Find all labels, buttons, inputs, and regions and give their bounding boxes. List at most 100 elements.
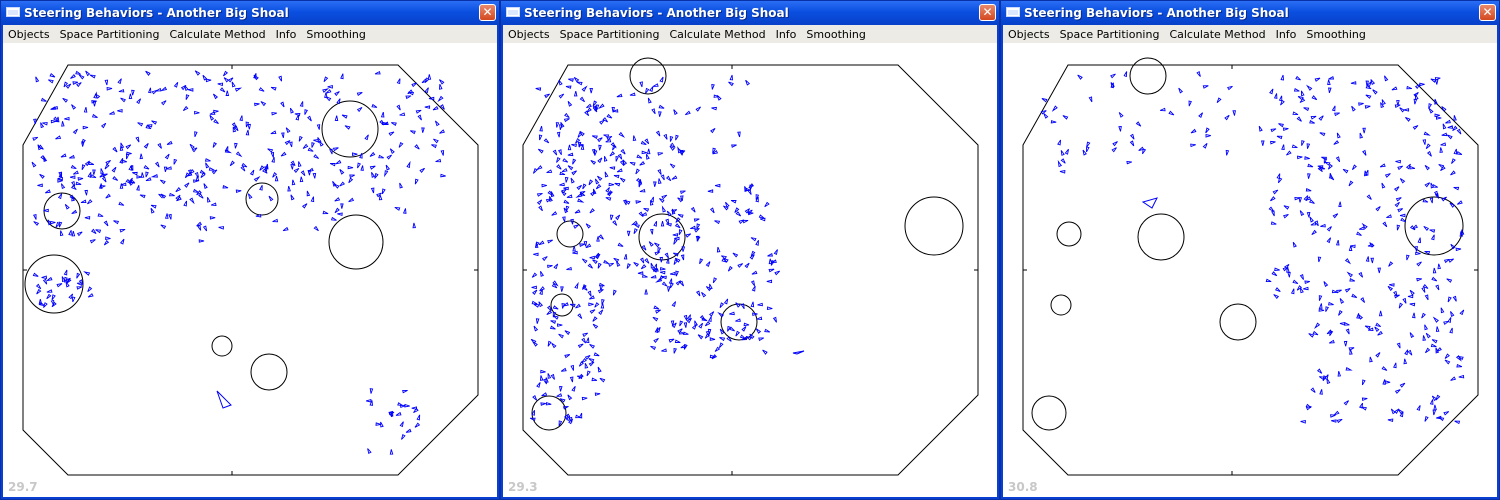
agent-triangle bbox=[606, 113, 613, 119]
agent-triangle bbox=[367, 448, 372, 454]
agent-triangle bbox=[245, 121, 250, 128]
close-icon[interactable]: ✕ bbox=[1479, 4, 1496, 21]
agent-triangle bbox=[440, 150, 445, 156]
agent-triangle bbox=[1326, 378, 1331, 385]
menu-info[interactable]: Info bbox=[775, 27, 797, 41]
agent-triangle bbox=[218, 226, 224, 230]
agent-triangle bbox=[411, 82, 418, 88]
agent-triangle bbox=[1361, 222, 1368, 230]
agent-triangle bbox=[1306, 212, 1311, 218]
agent-triangle bbox=[125, 153, 130, 160]
agent-triangle bbox=[187, 88, 194, 92]
menu-space-partitioning[interactable]: Space Partitioning bbox=[1059, 27, 1160, 41]
agent-triangle bbox=[1430, 182, 1435, 189]
agent-triangle bbox=[1436, 347, 1442, 352]
agent-triangle bbox=[606, 135, 613, 141]
menu-objects[interactable]: Objects bbox=[508, 27, 550, 41]
menu-space-partitioning[interactable]: Space Partitioning bbox=[59, 27, 160, 41]
menu-smoothing[interactable]: Smoothing bbox=[1306, 27, 1366, 41]
agent-triangle bbox=[1317, 166, 1323, 173]
agent-triangle bbox=[1333, 410, 1340, 416]
agent-triangle bbox=[132, 171, 138, 176]
agent-triangle bbox=[71, 184, 77, 190]
agent-triangle bbox=[1405, 116, 1411, 122]
agent-triangle bbox=[136, 175, 142, 179]
agent-triangle bbox=[723, 205, 729, 211]
agent-triangle bbox=[596, 137, 603, 143]
agent-triangle bbox=[591, 135, 598, 139]
agent-triangle bbox=[439, 104, 445, 110]
agent-triangle bbox=[612, 289, 617, 296]
agent-triangle bbox=[1301, 140, 1305, 146]
agent-triangle bbox=[151, 89, 158, 95]
agent-triangle bbox=[624, 200, 631, 205]
agent-triangle bbox=[1350, 81, 1357, 85]
agent-triangle bbox=[1416, 278, 1422, 282]
agent-triangle bbox=[1041, 98, 1048, 103]
close-icon[interactable]: ✕ bbox=[479, 4, 496, 21]
agent-triangle bbox=[1430, 234, 1435, 241]
agent-triangle bbox=[1384, 75, 1389, 82]
agent-triangle bbox=[207, 196, 211, 203]
agent-triangle bbox=[1082, 149, 1087, 156]
menu-smoothing[interactable]: Smoothing bbox=[306, 27, 366, 41]
agent-triangle bbox=[405, 428, 412, 433]
menu-calculate-method[interactable]: Calculate Method bbox=[669, 27, 766, 41]
agent-triangle bbox=[435, 158, 442, 163]
menu-calculate-method[interactable]: Calculate Method bbox=[169, 27, 266, 41]
agent-triangle bbox=[666, 258, 670, 264]
agent-triangle bbox=[1430, 78, 1437, 83]
simulation-canvas[interactable]: 29.3 bbox=[503, 43, 997, 497]
menu-smoothing[interactable]: Smoothing bbox=[806, 27, 866, 41]
agent-triangle bbox=[1435, 326, 1440, 332]
agent-triangle bbox=[364, 134, 369, 141]
agent-triangle bbox=[1396, 342, 1401, 349]
window-2-titlebar[interactable]: Steering Behaviors - Another Big Shoal ✕ bbox=[501, 1, 999, 25]
agent-triangle bbox=[356, 92, 363, 96]
agent-triangle bbox=[87, 171, 92, 178]
agent-triangle bbox=[1459, 309, 1465, 316]
agent-triangle bbox=[585, 337, 590, 344]
agent-triangle bbox=[399, 112, 406, 116]
agent-triangle bbox=[675, 134, 679, 141]
menu-space-partitioning[interactable]: Space Partitioning bbox=[559, 27, 660, 41]
agent-triangle bbox=[645, 87, 650, 94]
close-icon[interactable]: ✕ bbox=[979, 4, 996, 21]
agent-triangle bbox=[605, 197, 612, 201]
agent-triangle bbox=[653, 337, 659, 344]
agent-triangle bbox=[154, 161, 160, 168]
simulation-canvas[interactable]: 30.8 bbox=[1003, 43, 1497, 497]
agent-triangle bbox=[1428, 107, 1434, 114]
agent-triangle bbox=[235, 189, 242, 194]
agent-triangle bbox=[68, 229, 72, 236]
agent-triangle bbox=[577, 198, 585, 203]
agent-triangle bbox=[1387, 418, 1394, 423]
menu-objects[interactable]: Objects bbox=[8, 27, 50, 41]
agent-triangle bbox=[194, 131, 198, 137]
agent-triangle bbox=[683, 322, 688, 328]
agent-triangle bbox=[540, 375, 544, 381]
menu-info[interactable]: Info bbox=[275, 27, 297, 41]
agent-triangle bbox=[284, 140, 291, 146]
agent-triangle bbox=[661, 275, 667, 280]
agent-triangle bbox=[1450, 243, 1456, 250]
menu-objects[interactable]: Objects bbox=[1008, 27, 1050, 41]
agent-triangle bbox=[143, 164, 150, 170]
menu-info[interactable]: Info bbox=[1275, 27, 1297, 41]
simulation-canvas[interactable]: 29.7 bbox=[3, 43, 497, 497]
agent-triangle bbox=[665, 175, 672, 182]
menu-calculate-method[interactable]: Calculate Method bbox=[1169, 27, 1266, 41]
menu-bar: Objects Space Partitioning Calculate Met… bbox=[3, 25, 497, 43]
agent-triangle bbox=[1437, 263, 1442, 270]
agent-triangle bbox=[198, 193, 204, 199]
agent-triangle bbox=[1336, 289, 1342, 294]
agent-triangle bbox=[552, 305, 559, 310]
agent-triangle bbox=[766, 279, 773, 284]
agent-triangle bbox=[696, 223, 701, 230]
agent-triangle bbox=[681, 246, 686, 252]
agent-triangle bbox=[1454, 420, 1461, 425]
agent-triangle bbox=[714, 183, 721, 188]
agent-triangle bbox=[1424, 250, 1431, 255]
window-3-titlebar[interactable]: Steering Behaviors - Another Big Shoal ✕ bbox=[1001, 1, 1499, 25]
window-1-titlebar[interactable]: Steering Behaviors - Another Big Shoal ✕ bbox=[1, 1, 499, 25]
